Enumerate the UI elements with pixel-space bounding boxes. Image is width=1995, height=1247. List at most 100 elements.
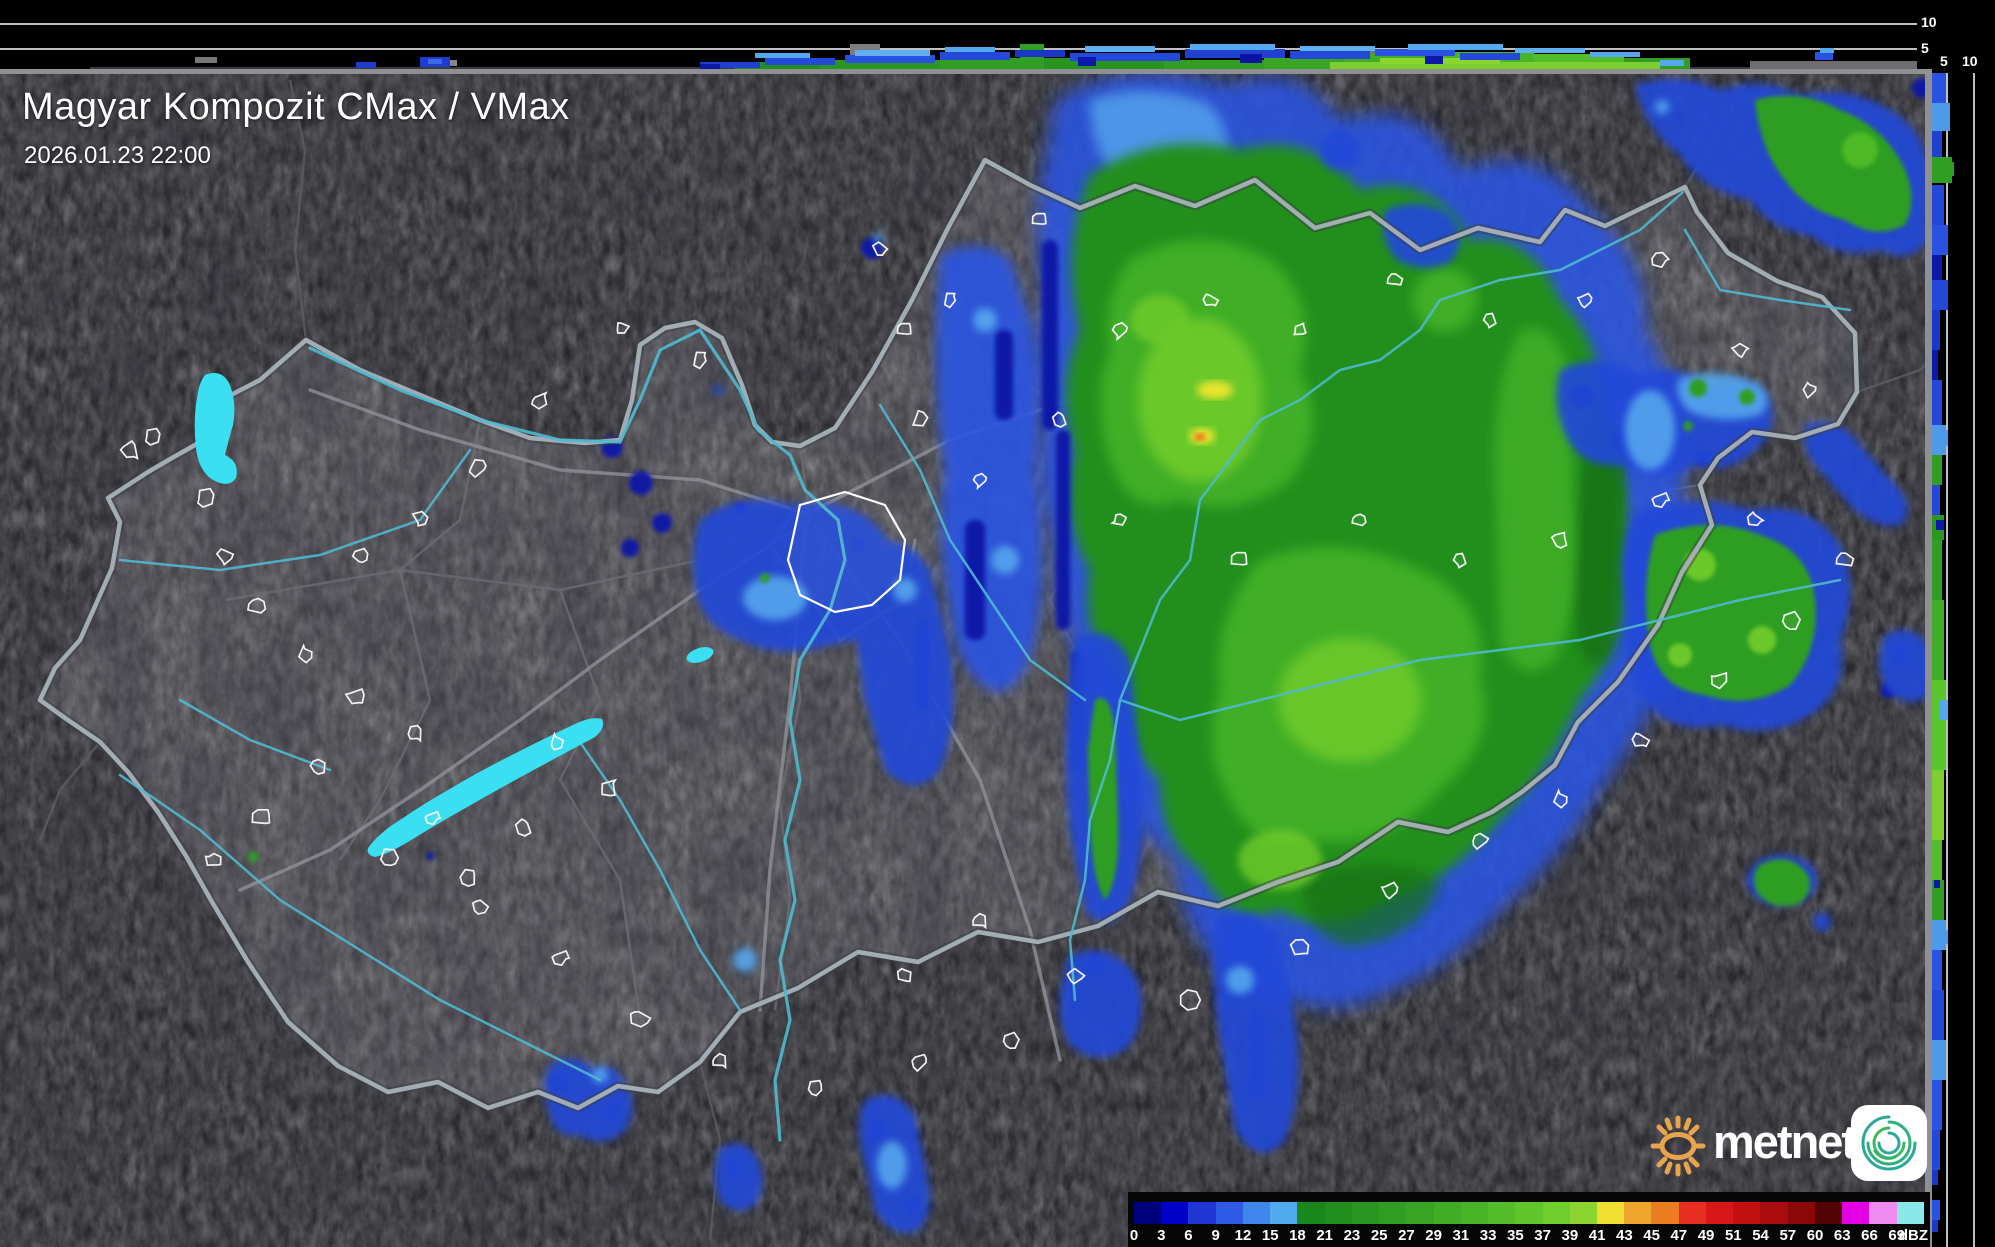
legend-cell (1596, 1202, 1625, 1224)
legend-cell (1733, 1202, 1761, 1224)
echo-profile-pixel (765, 58, 835, 65)
timestamp: 2026.01.23 22:00 (24, 142, 211, 169)
legend-cell (1842, 1202, 1870, 1224)
settlement-outline (1452, 552, 1467, 569)
settlement-outline (1351, 513, 1367, 527)
legend-tick: 29 (1425, 1227, 1442, 1244)
metnet-logo: metnet (1645, 1102, 1935, 1190)
legend-tick: 60 (1806, 1227, 1824, 1244)
legend-tick: 18 (1289, 1227, 1306, 1244)
legend-tick: 54 (1752, 1227, 1769, 1244)
legend-cell (1760, 1202, 1788, 1224)
settlement-outline (1202, 293, 1220, 307)
settlement-outline (712, 1052, 727, 1070)
echo-profile-pixel (1940, 430, 1948, 446)
echo-profile-pixel (1932, 455, 1942, 485)
settlement-outline (407, 724, 422, 743)
legend-cell (1624, 1202, 1652, 1224)
echo-profile-pixel (755, 53, 810, 58)
settlement-outline (616, 322, 631, 334)
echo-profile-pixel (1932, 73, 1946, 103)
echo-profile-pixel (1070, 53, 1180, 61)
legend-tick: 66 (1861, 1227, 1878, 1244)
settlement-outline (1002, 1031, 1020, 1050)
echo-profile-pixel (195, 57, 217, 63)
legend-cell (1705, 1202, 1734, 1224)
echo-profile-pixel (1932, 310, 1940, 350)
echo-profile-pixel (1932, 103, 1950, 131)
echo-profile-pixel (1408, 44, 1503, 50)
settlement-outline (972, 472, 988, 490)
legend-tick: 23 (1343, 1227, 1361, 1244)
settlement-outline (629, 1010, 652, 1028)
legend-tick: 9 (1211, 1227, 1220, 1244)
settlement-outline (807, 1079, 823, 1097)
echo-profile-pixel (1085, 46, 1155, 52)
settlement-outline (972, 912, 987, 930)
top-profile-tick-5: 5 (1921, 40, 1929, 56)
echo-profile-pixel (1460, 53, 1520, 60)
legend-tick: 25 (1370, 1227, 1388, 1244)
settlement-outline (911, 1053, 927, 1073)
echo-profile-pixel (1932, 185, 1944, 225)
legend-cell (1814, 1202, 1843, 1224)
echo-profile-pixel (1240, 54, 1262, 63)
settlement-outline (459, 868, 476, 888)
settlement-outline (1746, 510, 1766, 527)
legend-cell (1215, 1202, 1243, 1224)
legend-cell (1324, 1202, 1352, 1224)
echo-profile-pixel (1932, 600, 1944, 680)
legend-cell (1270, 1202, 1298, 1224)
precipitation-layer (248, 73, 1925, 1234)
echo-profile-pixel (1820, 48, 1834, 53)
echo-profile-pixel (1375, 49, 1455, 56)
echo-profile-pixel (1190, 44, 1275, 50)
settlement-outline (471, 899, 490, 915)
settlement-outline (411, 510, 429, 527)
echo-profile-pixel (1932, 225, 1948, 255)
settlement-outline (297, 643, 313, 664)
settlement-outline (119, 439, 139, 460)
legend-tick: 15 (1261, 1227, 1279, 1244)
echo-profile-pixel (1660, 60, 1684, 66)
settlement-outline (530, 391, 548, 410)
settlement-outline (1110, 513, 1128, 526)
echo-profile-pixel (1946, 162, 1954, 176)
settlement-outline (144, 427, 161, 446)
echo-profile-pixel (1932, 1170, 1938, 1185)
settlement-outline (551, 949, 571, 967)
echo-profile-pixel (735, 62, 820, 69)
settlement-outline (1293, 322, 1307, 336)
lake-velence (686, 647, 714, 663)
settlement-outline (309, 758, 326, 776)
settlement-outline (514, 818, 532, 837)
legend-cell (1460, 1202, 1489, 1224)
legend-cell (1542, 1202, 1570, 1224)
legend-tick: 51 (1724, 1227, 1742, 1244)
settlement-outline (251, 808, 271, 825)
settlement-outline (693, 351, 707, 370)
legend-tick: 0 (1129, 1227, 1139, 1244)
settlement-outline (1482, 312, 1497, 329)
legend-cell (1515, 1202, 1543, 1224)
echo-profile-pixel (1044, 58, 1164, 69)
echo-profile-pixel (940, 52, 1010, 60)
settlement-outline (1230, 551, 1248, 566)
legend-cell (1406, 1202, 1434, 1224)
rivers (118, 190, 1852, 1142)
echo-profile-pixel (1932, 485, 1940, 515)
echo-profile-pixel (1932, 990, 1944, 1040)
echo-profile-pixel (1078, 57, 1096, 66)
echo-profile-pixel (1932, 950, 1942, 990)
settlement-outline (1051, 411, 1067, 428)
settlement-outline (1380, 881, 1399, 900)
metnet-sun-icon (1650, 1115, 1706, 1177)
legend-cell (1569, 1202, 1597, 1224)
legend-cell (1488, 1202, 1516, 1224)
settlement-outline (1550, 531, 1568, 549)
settlement-outline (1066, 967, 1086, 985)
settlement-outline (1710, 671, 1728, 690)
legend-tick: 57 (1779, 1227, 1797, 1244)
